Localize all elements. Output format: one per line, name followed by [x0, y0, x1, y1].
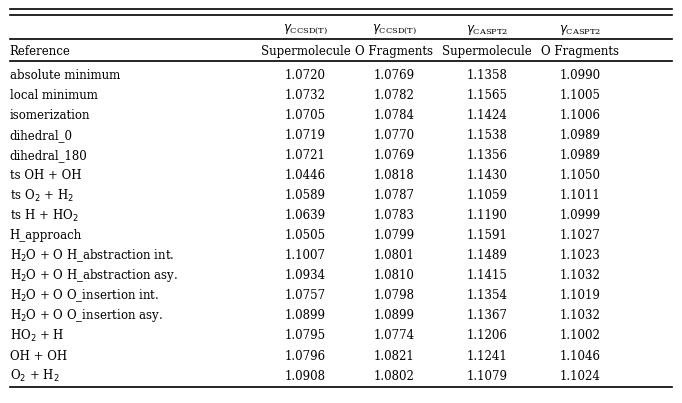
Text: 1.0989: 1.0989 [560, 129, 601, 142]
Text: 1.1059: 1.1059 [466, 189, 507, 202]
Text: 1.1005: 1.1005 [560, 89, 601, 102]
Text: 1.1354: 1.1354 [466, 289, 507, 302]
Text: HO$_2$ + H: HO$_2$ + H [10, 328, 64, 344]
Text: 1.1032: 1.1032 [560, 310, 601, 322]
Text: 1.1032: 1.1032 [560, 269, 601, 282]
Text: H_approach: H_approach [10, 229, 82, 242]
Text: 1.1046: 1.1046 [560, 349, 601, 363]
Text: 1.1050: 1.1050 [560, 169, 601, 182]
Text: 1.0818: 1.0818 [374, 169, 415, 182]
Text: 1.0505: 1.0505 [285, 229, 326, 242]
Text: isomerization: isomerization [10, 109, 90, 122]
Text: 1.0770: 1.0770 [374, 129, 415, 142]
Text: 1.1027: 1.1027 [560, 229, 601, 242]
Text: 1.0769: 1.0769 [374, 69, 415, 81]
Text: 1.0799: 1.0799 [374, 229, 415, 242]
Text: 1.1019: 1.1019 [560, 289, 601, 302]
Text: 1.0810: 1.0810 [374, 269, 415, 282]
Text: $\gamma_{\mathregular{CASPT2}}$: $\gamma_{\mathregular{CASPT2}}$ [559, 23, 602, 37]
Text: 1.0795: 1.0795 [285, 330, 326, 343]
Text: H$_2$O + O H_abstraction asy.: H$_2$O + O H_abstraction asy. [10, 267, 177, 284]
Text: 1.1241: 1.1241 [466, 349, 507, 363]
Text: 1.1430: 1.1430 [466, 169, 507, 182]
Text: 1.0934: 1.0934 [285, 269, 326, 282]
Text: 1.0801: 1.0801 [374, 249, 415, 262]
Text: 1.0769: 1.0769 [374, 149, 415, 162]
Text: 1.0774: 1.0774 [374, 330, 415, 343]
Text: 1.0639: 1.0639 [285, 209, 326, 222]
Text: 1.0821: 1.0821 [374, 349, 415, 363]
Text: ts H + HO$_2$: ts H + HO$_2$ [10, 208, 78, 224]
Text: 1.1424: 1.1424 [466, 109, 507, 122]
Text: O Fragments: O Fragments [542, 44, 619, 58]
Text: Reference: Reference [10, 44, 70, 58]
Text: $\gamma_{\mathregular{CASPT2}}$: $\gamma_{\mathregular{CASPT2}}$ [466, 23, 508, 37]
Text: 1.0732: 1.0732 [285, 89, 326, 102]
Text: 1.0784: 1.0784 [374, 109, 415, 122]
Text: 1.0720: 1.0720 [285, 69, 326, 81]
Text: 1.1206: 1.1206 [466, 330, 507, 343]
Text: 1.0783: 1.0783 [374, 209, 415, 222]
Text: 1.0802: 1.0802 [374, 370, 415, 382]
Text: Supermolecule: Supermolecule [261, 44, 351, 58]
Text: H$_2$O + O O_insertion int.: H$_2$O + O O_insertion int. [10, 287, 159, 304]
Text: 1.1591: 1.1591 [466, 229, 507, 242]
Text: $\gamma_{\mathregular{CCSD(T)}}$: $\gamma_{\mathregular{CCSD(T)}}$ [283, 23, 328, 36]
Text: 1.1006: 1.1006 [560, 109, 601, 122]
Text: O$_2$ + H$_2$: O$_2$ + H$_2$ [10, 368, 59, 384]
Text: 1.1007: 1.1007 [285, 249, 326, 262]
Text: absolute minimum: absolute minimum [10, 69, 120, 81]
Text: 1.1002: 1.1002 [560, 330, 601, 343]
Text: 1.1356: 1.1356 [466, 149, 507, 162]
Text: 1.0990: 1.0990 [560, 69, 601, 81]
Text: 1.0719: 1.0719 [285, 129, 326, 142]
Text: 1.0999: 1.0999 [560, 209, 601, 222]
Text: OH + OH: OH + OH [10, 349, 67, 363]
Text: 1.0989: 1.0989 [560, 149, 601, 162]
Text: 1.0899: 1.0899 [374, 310, 415, 322]
Text: 1.0446: 1.0446 [285, 169, 326, 182]
Text: 1.0589: 1.0589 [285, 189, 326, 202]
Text: Supermolecule: Supermolecule [442, 44, 532, 58]
Text: H$_2$O + O H_abstraction int.: H$_2$O + O H_abstraction int. [10, 247, 174, 264]
Text: 1.1565: 1.1565 [466, 89, 507, 102]
Text: 1.1079: 1.1079 [466, 370, 507, 382]
Text: 1.0798: 1.0798 [374, 289, 415, 302]
Text: 1.1023: 1.1023 [560, 249, 601, 262]
Text: 1.0899: 1.0899 [285, 310, 326, 322]
Text: 1.1358: 1.1358 [466, 69, 507, 81]
Text: 1.0757: 1.0757 [285, 289, 326, 302]
Text: dihedral_0: dihedral_0 [10, 129, 72, 142]
Text: 1.0782: 1.0782 [374, 89, 415, 102]
Text: 1.0796: 1.0796 [285, 349, 326, 363]
Text: 1.0787: 1.0787 [374, 189, 415, 202]
Text: 1.1024: 1.1024 [560, 370, 601, 382]
Text: 1.1489: 1.1489 [466, 249, 507, 262]
Text: ts O$_2$ + H$_2$: ts O$_2$ + H$_2$ [10, 187, 74, 204]
Text: 1.1538: 1.1538 [466, 129, 507, 142]
Text: 1.1011: 1.1011 [560, 189, 601, 202]
Text: O Fragments: O Fragments [355, 44, 433, 58]
Text: 1.1367: 1.1367 [466, 310, 507, 322]
Text: local minimum: local minimum [10, 89, 98, 102]
Text: $\gamma_{\mathregular{CCSD(T)}}$: $\gamma_{\mathregular{CCSD(T)}}$ [372, 23, 417, 36]
Text: 1.1415: 1.1415 [466, 269, 507, 282]
Text: 1.1190: 1.1190 [466, 209, 507, 222]
Text: 1.0721: 1.0721 [285, 149, 326, 162]
Text: 1.0908: 1.0908 [285, 370, 326, 382]
Text: H$_2$O + O O_insertion asy.: H$_2$O + O O_insertion asy. [10, 307, 162, 324]
Text: ts OH + OH: ts OH + OH [10, 169, 81, 182]
Text: dihedral_180: dihedral_180 [10, 149, 87, 162]
Text: 1.0705: 1.0705 [285, 109, 326, 122]
